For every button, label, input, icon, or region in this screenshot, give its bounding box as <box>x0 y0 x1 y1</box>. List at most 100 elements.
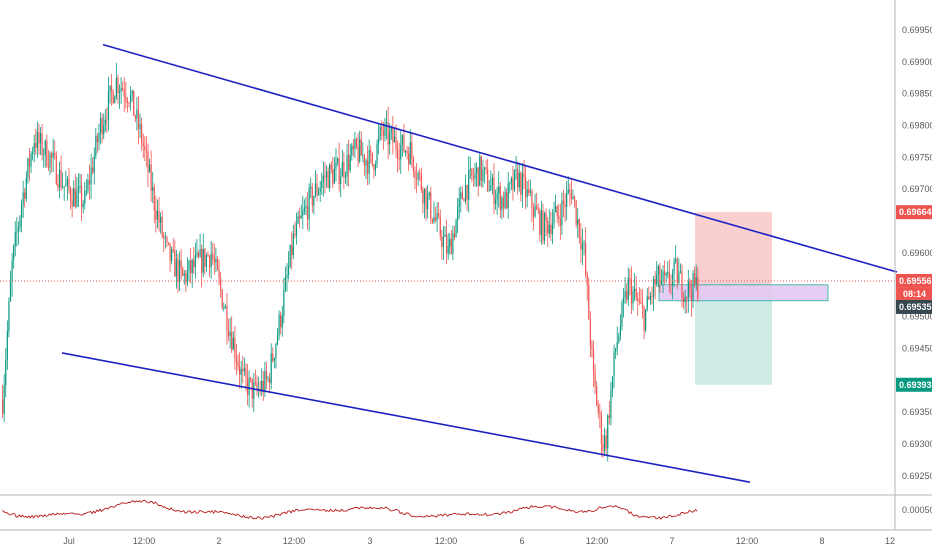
candle <box>58 161 61 199</box>
y-tick-label: 0.69450 <box>902 343 932 353</box>
candle <box>607 413 609 462</box>
candle <box>22 180 24 218</box>
candle <box>555 194 557 213</box>
candle <box>387 106 389 160</box>
candle <box>81 174 83 222</box>
candle <box>145 136 147 167</box>
upper-channel-line[interactable] <box>102 43 898 273</box>
candle <box>697 267 699 302</box>
candle <box>344 171 347 184</box>
oscillator-line <box>1 499 698 520</box>
candle <box>436 202 438 233</box>
y-tick-label: 0.69750 <box>902 152 932 162</box>
position-tool[interactable] <box>658 212 829 385</box>
candle <box>517 161 519 195</box>
candle <box>521 162 524 208</box>
candle <box>591 339 593 358</box>
candle <box>275 342 277 369</box>
candle <box>289 244 291 269</box>
candle <box>5 347 7 398</box>
candle <box>88 164 91 201</box>
candle <box>109 85 111 104</box>
candle <box>128 101 130 108</box>
candle <box>314 170 317 198</box>
candle <box>71 188 73 218</box>
candle <box>254 369 256 386</box>
candle <box>310 177 312 199</box>
candle <box>485 160 487 175</box>
candle <box>313 195 315 215</box>
candle <box>578 218 580 244</box>
candle <box>643 305 645 340</box>
candle <box>183 269 185 285</box>
candle <box>2 384 4 419</box>
candle <box>408 146 410 171</box>
candle <box>196 239 198 259</box>
candle <box>479 153 481 187</box>
candle <box>262 371 264 401</box>
candle <box>581 228 584 266</box>
candle <box>322 161 324 197</box>
candle <box>194 242 196 279</box>
candle <box>652 276 655 311</box>
candle <box>3 373 5 423</box>
candle <box>629 268 631 296</box>
candle <box>92 157 94 175</box>
x-tick-label: 2 <box>216 536 221 546</box>
candle <box>90 153 92 200</box>
candle <box>449 233 451 255</box>
candle <box>551 209 554 245</box>
candle <box>193 247 195 274</box>
candle <box>404 149 407 157</box>
candle <box>303 199 305 215</box>
candle <box>212 242 214 266</box>
candle <box>99 112 102 145</box>
candle <box>371 152 373 167</box>
candle <box>164 231 166 249</box>
candle <box>586 271 588 301</box>
candle <box>534 193 536 219</box>
candle <box>577 208 579 238</box>
candle <box>498 171 500 208</box>
lower-channel-line[interactable] <box>61 352 751 484</box>
trendlines[interactable] <box>61 43 898 484</box>
candle <box>147 143 149 188</box>
candle <box>11 252 13 297</box>
candle <box>660 269 663 286</box>
candle <box>529 179 531 197</box>
candle <box>646 288 648 312</box>
candle <box>54 140 56 160</box>
candle <box>510 176 512 191</box>
entry-box[interactable] <box>658 284 829 302</box>
candle <box>167 242 170 246</box>
candle <box>494 189 497 210</box>
oscillator-pane[interactable] <box>1 499 698 520</box>
candle <box>118 84 121 109</box>
candle <box>324 162 326 194</box>
candle <box>676 257 678 289</box>
time-axis[interactable]: Jul 12:00 2 12:00 3 12:00 6 12:00 7 12:00 8 12 <box>63 536 895 546</box>
price-tags: 0.69664 0.69556 08:14 0.69535 0.69393 <box>896 205 932 392</box>
candle <box>464 174 467 205</box>
candle <box>381 120 383 140</box>
candle <box>272 347 274 363</box>
candle <box>33 134 35 163</box>
candle <box>150 150 152 202</box>
y-tick-label: 0.69800 <box>902 121 932 131</box>
candle <box>207 251 209 257</box>
candle <box>542 203 544 245</box>
y-tick-label: 0.69900 <box>902 57 932 67</box>
take-profit-zone[interactable] <box>695 294 772 385</box>
candle <box>634 272 636 301</box>
price-axis[interactable]: 0.69950 0.69900 0.69850 0.69800 0.69750 0.697… <box>902 25 932 515</box>
price-tag: 0.69535 <box>896 299 932 314</box>
candle <box>621 299 623 331</box>
candle <box>306 192 309 230</box>
candle <box>438 202 440 219</box>
candle <box>28 147 31 182</box>
candle <box>630 266 633 315</box>
candle <box>292 225 294 260</box>
candle <box>343 152 345 190</box>
candle <box>512 166 514 201</box>
